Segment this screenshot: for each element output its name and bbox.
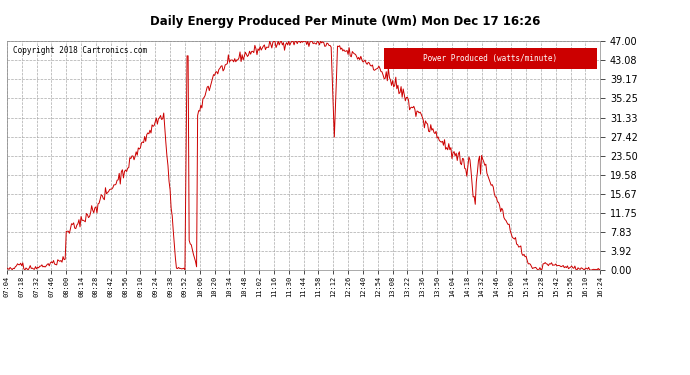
Text: Daily Energy Produced Per Minute (Wm) Mon Dec 17 16:26: Daily Energy Produced Per Minute (Wm) Mo…: [150, 15, 540, 28]
Text: Copyright 2018 Cartronics.com: Copyright 2018 Cartronics.com: [13, 46, 147, 55]
